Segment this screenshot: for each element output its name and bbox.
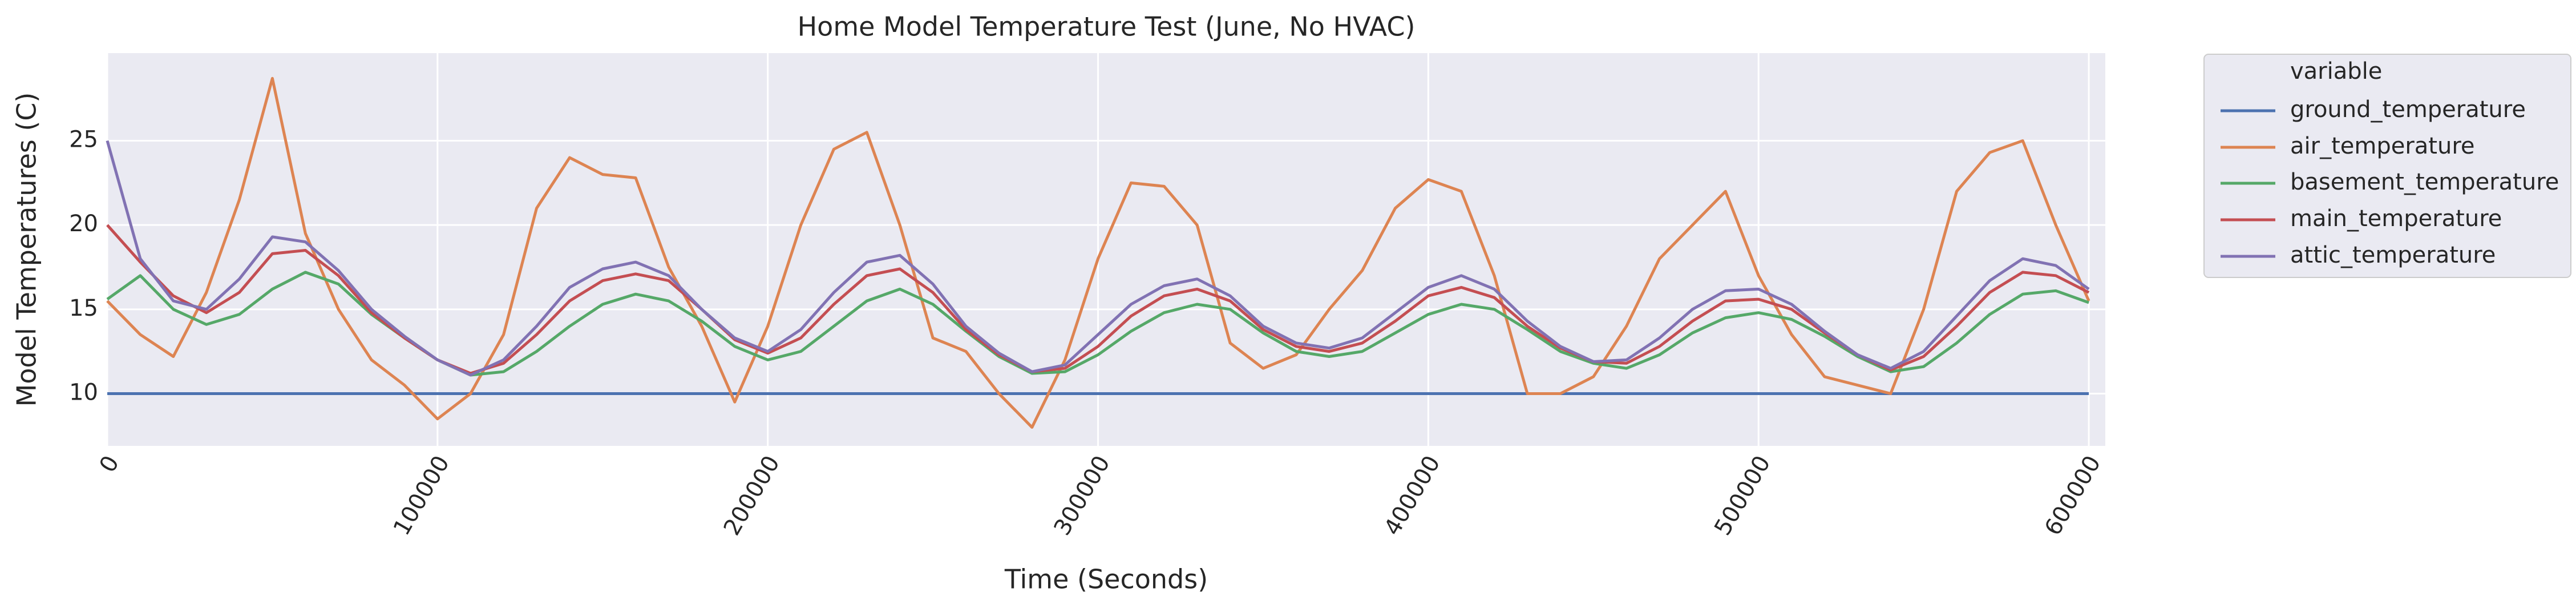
x-axis-label: Time (Seconds)	[1004, 564, 1208, 595]
legend-label: air_temperature	[2290, 133, 2475, 159]
series-line	[106, 76, 2090, 429]
legend-box	[2203, 54, 2571, 278]
x-tick-label: 200000	[719, 452, 785, 540]
y-tick-label: 10	[69, 379, 98, 405]
legend-label: main_temperature	[2290, 206, 2502, 232]
legend-label: attic_temperature	[2290, 242, 2496, 268]
y-tick-label: 25	[69, 127, 98, 153]
y-tick-label: 15	[69, 295, 98, 321]
x-tick-label: 500000	[1709, 452, 1776, 540]
x-tick-label: 300000	[1049, 452, 1115, 540]
series-line	[106, 140, 2090, 377]
legend-label: ground_temperature	[2290, 96, 2526, 123]
y-axis-label: Model Temperatures (C)	[11, 92, 42, 407]
x-tick-label: 0	[95, 452, 125, 477]
x-tick-label: 400000	[1379, 452, 1445, 540]
x-tick-label: 600000	[2040, 452, 2106, 540]
plot-area	[107, 53, 2105, 446]
legend-label: basement_temperature	[2290, 169, 2559, 195]
y-tick-label: 20	[69, 211, 98, 237]
legend-title: variable	[2290, 58, 2382, 84]
chart-title: Home Model Temperature Test (June, No HV…	[798, 11, 1416, 42]
x-tick-label: 100000	[389, 452, 455, 540]
